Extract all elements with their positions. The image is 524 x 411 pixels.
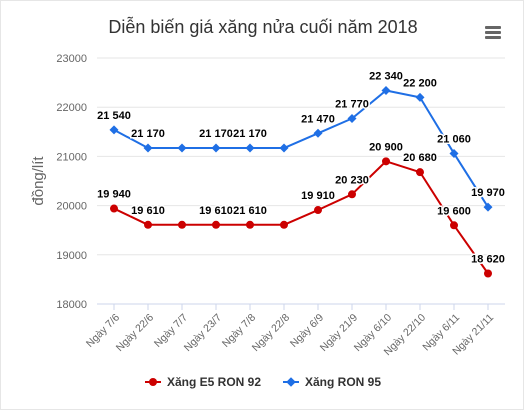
data-label: 21 170: [233, 128, 267, 140]
legend-label: Xăng E5 RON 92: [166, 375, 261, 389]
data-point: [280, 220, 288, 229]
data-point: [415, 92, 425, 102]
data-point: [109, 125, 119, 135]
data-point: [416, 168, 424, 177]
data-point: [484, 269, 492, 278]
data-point: [314, 206, 322, 215]
x-tick-label: Ngày 23/7: [182, 312, 224, 354]
y-tick-label: 23000: [56, 53, 87, 65]
data-label: 19 970: [471, 187, 505, 199]
y-tick-label: 21000: [56, 151, 87, 163]
data-label: 21 170: [199, 128, 233, 140]
y-tick-label: 22000: [56, 102, 87, 114]
data-label: 21 060: [437, 133, 471, 145]
data-label: 21 170: [131, 128, 165, 140]
data-point: [144, 220, 152, 229]
data-point: [178, 220, 186, 229]
y-tick-label: 18000: [56, 299, 87, 311]
hamburger-menu-icon[interactable]: [485, 26, 501, 40]
data-point: [110, 204, 118, 213]
data-point: [450, 221, 458, 230]
data-label: 20 230: [335, 174, 369, 186]
y-tick-label: 20000: [56, 201, 87, 213]
data-label: 19 610: [199, 205, 233, 217]
legend-item[interactable]: Xăng RON 95: [283, 375, 381, 389]
diamond-marker-icon: [283, 377, 299, 387]
data-label: 21 540: [97, 110, 131, 122]
data-point: [279, 143, 289, 153]
data-point: [211, 143, 221, 153]
data-label: 18 620: [471, 253, 505, 265]
data-point: [347, 114, 357, 124]
data-label: 21 610: [233, 205, 267, 217]
data-point: [483, 202, 493, 212]
x-tick-label: Ngày 22/8: [250, 312, 292, 354]
data-point: [177, 143, 187, 153]
data-label: 19 610: [131, 205, 165, 217]
data-point: [212, 220, 220, 229]
x-tick-label: Ngày 22/6: [114, 312, 156, 354]
data-point: [382, 157, 390, 166]
data-point: [143, 143, 153, 153]
data-label: 20 680: [403, 152, 437, 164]
data-label: 20 900: [369, 141, 403, 153]
data-label: 19 940: [97, 189, 131, 201]
chart-title: Diễn biến giá xăng nửa cuối năm 2018: [108, 17, 418, 37]
legend-label: Xăng RON 95: [305, 375, 382, 389]
legend: Xăng E5 RON 92 Xăng RON 95: [1, 375, 524, 389]
series-line: [113, 89, 489, 208]
data-label: 19 910: [301, 190, 335, 202]
data-point: [381, 85, 391, 95]
data-label: 22 200: [403, 77, 437, 89]
data-label: 21 770: [335, 99, 369, 111]
data-point: [449, 148, 459, 158]
data-point: [246, 220, 254, 229]
series-line: [113, 160, 489, 275]
legend-item[interactable]: Xăng E5 RON 92: [144, 375, 261, 389]
data-point: [313, 128, 323, 138]
data-label: 21 470: [301, 113, 335, 125]
data-label: 22 340: [369, 70, 403, 82]
data-label: 19 600: [437, 205, 471, 217]
data-point: [348, 190, 356, 199]
y-tick-label: 19000: [56, 250, 87, 262]
y-axis-title: đồng/lít: [30, 156, 47, 206]
data-point: [245, 143, 255, 153]
circle-marker-icon: [144, 377, 161, 387]
